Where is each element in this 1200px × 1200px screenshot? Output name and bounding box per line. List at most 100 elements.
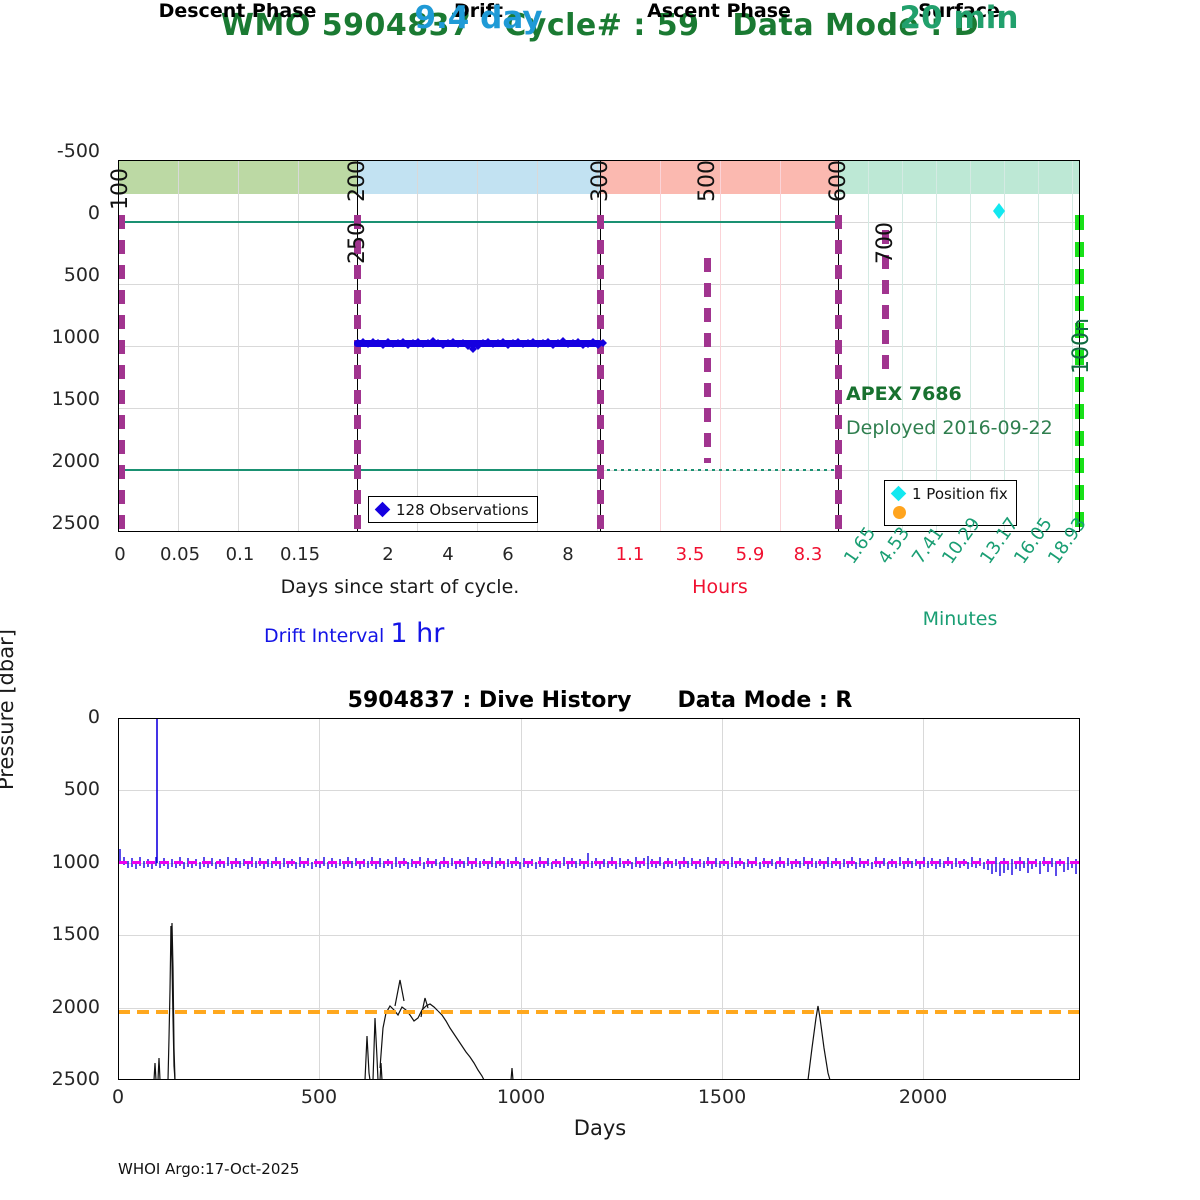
cycle-timeline-plot: 128 Observations 1 Position fix: [118, 160, 1084, 532]
band-drift: [357, 160, 600, 194]
bottom-xtick: 1000: [496, 1086, 546, 1108]
config-label-200: 200: [345, 160, 370, 202]
config-label-250: 250: [345, 222, 370, 264]
park-pressure-target-line: [118, 861, 1080, 864]
bottom-ytick: 1500: [51, 923, 100, 945]
drift-interval-annotation: Drift Interval 1 hr: [264, 618, 444, 649]
top-xtick-hours: 5.9: [735, 544, 765, 565]
legend-observations-label: 128 Observations: [396, 500, 529, 519]
bottom-ytick: 2000: [51, 996, 100, 1018]
top-xtick-hours: 8.3: [793, 544, 823, 565]
top-xtick-days: 6: [502, 544, 514, 565]
gridline-h: [118, 1008, 1080, 1009]
config-label-700: 700: [873, 222, 898, 264]
top-xtick-hours: 3.5: [675, 544, 705, 565]
bottom-xtick: 2000: [898, 1086, 948, 1108]
top-ytick: 1000: [51, 326, 100, 348]
gridline-v: [1038, 160, 1039, 532]
config-label-100: 100: [108, 168, 133, 210]
gridline-v: [868, 160, 869, 532]
bottom-ytick: 2500: [51, 1068, 100, 1090]
gridline-v: [902, 160, 903, 532]
float-deployment-date: Deployed 2016-09-22: [846, 417, 1053, 439]
top-xtick-days: 0.1: [225, 544, 255, 565]
top-ytick: -500: [56, 140, 100, 162]
bottom-plot-frame: [118, 718, 1080, 1080]
config-line-300: [597, 215, 604, 532]
config-line-700: [882, 230, 889, 380]
top-plot-frame: [118, 160, 1080, 532]
top-xtick-days: 0: [114, 544, 126, 565]
bottom-yaxis-label: Pressure [dbar]: [0, 629, 18, 790]
band-surface: [838, 160, 1080, 194]
position-fix-marker: [993, 203, 1005, 219]
phase-value-drift: 9.4 day: [414, 0, 543, 36]
gridline-v: [1072, 160, 1073, 532]
phase-value-surface: 20 min: [899, 0, 1019, 36]
drift-interval-value: 1 hr: [390, 618, 445, 649]
phase-label-ascent: Ascent Phase: [647, 0, 791, 22]
top-xtick-days: 4: [442, 544, 454, 565]
gridline-v: [923, 718, 924, 1080]
gridline-v: [319, 718, 320, 1080]
config-label-100n: 100n: [1069, 318, 1094, 374]
gridline-v: [780, 160, 781, 532]
legend-position-fix-label: 1 Position fix: [912, 484, 1008, 503]
gridline-h: [118, 790, 1080, 791]
reference-line-2000dbar-dotted: [600, 469, 838, 471]
drift-interval-label: Drift Interval: [264, 625, 385, 647]
phase-label-drift: Drift: [453, 0, 503, 22]
reference-line-0dbar: [120, 221, 838, 223]
config-line-100: [118, 215, 125, 532]
top-xaxis-label-minutes: Minutes: [922, 608, 998, 630]
bottom-ytick: 1000: [51, 851, 100, 873]
top-ytick: 2000: [51, 450, 100, 472]
top-ytick: 500: [63, 264, 100, 286]
dive-history-title: 5904837 : Dive History Data Mode : R: [347, 688, 853, 713]
band-descent: [118, 160, 357, 194]
top-ytick: 1500: [51, 388, 100, 410]
bottom-ytick: 500: [63, 778, 100, 800]
phase-label-descent: Descent Phase: [158, 0, 317, 22]
dive-history-plot: [118, 718, 1080, 1080]
config-label-600: 600: [826, 160, 851, 202]
gridline-v: [722, 718, 723, 1080]
gridline-v: [720, 160, 721, 532]
config-line-600: [835, 215, 842, 532]
top-xaxis-label-hours: Hours: [692, 576, 748, 598]
drift-observations-scatter: [354, 203, 1005, 353]
profile-pressure-target-line: [118, 1010, 1080, 1014]
page-title: WMO 5904837 Cycle# : 59 Data Mode : D: [220, 8, 980, 43]
bottom-xaxis-label: Days: [573, 1116, 627, 1140]
config-label-300: 300: [588, 160, 613, 202]
bottom-ytick: 0: [87, 706, 100, 728]
legend-position-fix: 1 Position fix: [884, 480, 1017, 526]
gridline-h: [118, 935, 1080, 936]
top-xtick-days: 2: [382, 544, 394, 565]
legend-observations: 128 Observations: [368, 496, 538, 523]
top-ytick: 2500: [51, 512, 100, 534]
surface-marker-icon: [893, 506, 906, 519]
config-line-250: [354, 215, 361, 532]
gridline-v: [238, 160, 239, 532]
top-ytick: 0: [87, 202, 100, 224]
top-xaxis-label-days: Days since start of cycle.: [280, 576, 520, 598]
top-xtick-hours: 1.1: [615, 544, 645, 565]
top-xtick-days: 8: [562, 544, 574, 565]
config-line-500: [704, 258, 711, 463]
bottom-xtick: 1500: [697, 1086, 747, 1108]
phase-label-surface: Surface: [918, 0, 1000, 22]
top-xtick-days: 0.15: [279, 544, 321, 565]
band-ascent: [600, 160, 838, 194]
footer-text: WHOI Argo:17-Oct-2025: [118, 1160, 300, 1178]
gridline-v: [298, 160, 299, 532]
bottom-xtick: 500: [300, 1086, 338, 1108]
gridline-v: [936, 160, 937, 532]
top-xtick-days: 0.05: [159, 544, 201, 565]
gridline-v: [1004, 160, 1005, 532]
gridline-v: [521, 718, 522, 1080]
gridline-v: [660, 160, 661, 532]
gridline-v: [970, 160, 971, 532]
gridline-v: [178, 160, 179, 532]
